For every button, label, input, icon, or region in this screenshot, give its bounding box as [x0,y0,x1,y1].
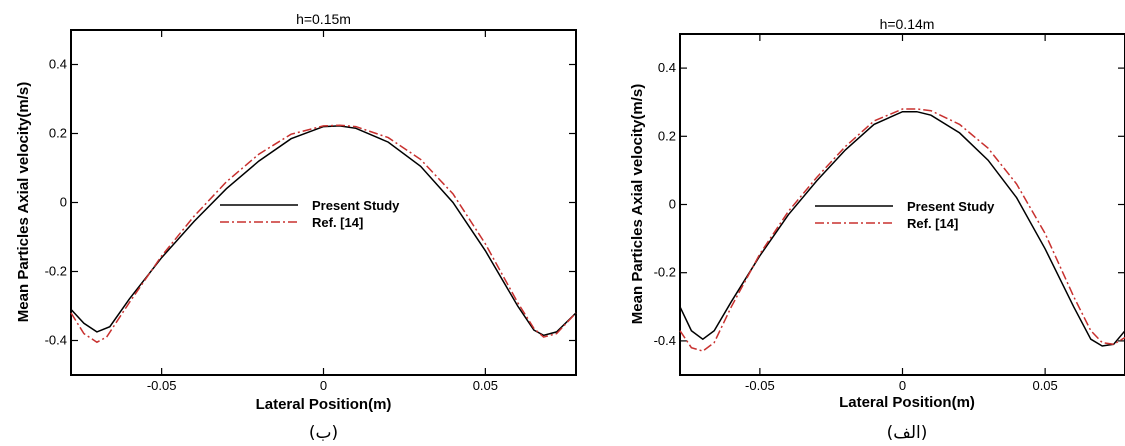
panel-caption: (ب) [309,423,338,443]
y-tick-label: -0.4 [654,333,676,348]
legend-label: Ref. [14] [312,215,363,230]
y-tick-label: -0.2 [654,265,676,280]
x-tick-label: -0.05 [147,378,177,393]
x-axis-label: Lateral Position(m) [256,396,392,413]
series-line-ref-14 [70,124,577,344]
x-tick-label: 0 [899,378,906,393]
series-line-present-study [679,110,1125,347]
series-line-ref-14 [679,108,1125,352]
y-tick-label: 0 [669,197,676,212]
legend-label: Ref. [14] [907,216,958,231]
legend-label: Present Study [907,199,995,214]
y-axis-label: Mean Particles Axial velocity(m/s) [629,84,646,324]
chart-title: h=0.14m [880,16,935,32]
legend: Present Study Ref. [14] [220,198,400,230]
y-tick-label: -0.4 [45,333,67,348]
x-tick-label: -0.05 [745,378,775,393]
y-tick-label: 0.4 [658,60,676,75]
x-tick-label: 0.05 [1032,378,1057,393]
plot-series [70,124,577,344]
y-tick-label: 0.2 [658,128,676,143]
y-tick-label: 0.2 [49,126,67,141]
x-axis-label: Lateral Position(m) [839,394,975,411]
panel-caption: (الف) [887,423,928,443]
chart-title: h=0.15m [296,11,351,27]
series-line-present-study [70,125,577,337]
legend-label: Present Study [312,198,400,213]
legend: Present Study Ref. [14] [815,199,995,231]
y-tick-label: 0.4 [49,57,67,72]
y-axis-label: Mean Particles Axial velocity(m/s) [15,82,32,322]
plot-frame [679,33,1125,376]
chart-panel-right: h=0.14m Lateral Position(m) Mean Particl… [629,16,1125,443]
chart-panel-left: h=0.15m Lateral Position(m) Mean Particl… [15,11,577,443]
plot-series [679,108,1125,352]
x-tick-label: 0.05 [473,378,498,393]
axis-ticks: -0.05 0 0.05 0.4 0.2 0 -0.2 -0.4 [45,30,576,393]
axis-ticks: -0.05 0 0.05 0.4 0.2 0 -0.2 -0.4 [654,34,1125,393]
y-tick-label: -0.2 [45,264,67,279]
y-tick-label: 0 [60,195,67,210]
x-tick-label: 0 [320,378,327,393]
